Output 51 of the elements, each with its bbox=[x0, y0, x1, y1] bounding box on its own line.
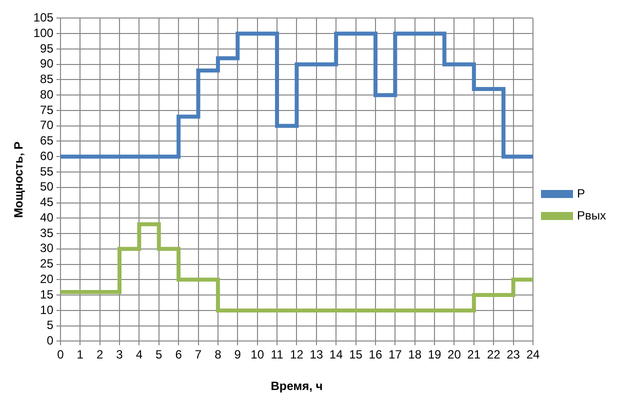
x-tick-label: 15 bbox=[349, 348, 363, 362]
x-tick-label: 12 bbox=[290, 348, 304, 362]
y-tick-label: 10 bbox=[40, 302, 54, 317]
y-tick-label: 90 bbox=[40, 56, 54, 71]
x-axis-title: Время, ч bbox=[270, 379, 323, 394]
x-tick-label: 20 bbox=[448, 348, 462, 362]
x-tick-label: 16 bbox=[368, 348, 382, 362]
x-tick-label: 19 bbox=[428, 348, 442, 362]
y-tick-label: 105 bbox=[33, 10, 54, 25]
x-tick-label: 11 bbox=[270, 348, 284, 362]
x-tick-label: 10 bbox=[250, 348, 264, 362]
y-tick-label: 15 bbox=[40, 287, 54, 302]
y-tick-label: 75 bbox=[40, 102, 54, 117]
y-tick-label: 95 bbox=[40, 41, 54, 56]
x-tick-label: 2 bbox=[96, 348, 104, 362]
y-tick-label: 5 bbox=[46, 318, 54, 332]
x-tick-label: 21 bbox=[467, 348, 481, 362]
y-axis-title: Мощность, P bbox=[12, 141, 26, 218]
y-tick-label: 20 bbox=[40, 272, 54, 286]
x-tick-label: 22 bbox=[486, 348, 501, 362]
x-tick-label: 1 bbox=[76, 348, 84, 362]
y-tick-label: 65 bbox=[40, 134, 54, 148]
x-tick-label: 0 bbox=[57, 348, 64, 362]
y-tick-label: 30 bbox=[40, 241, 54, 256]
x-tick-label: 13 bbox=[310, 348, 324, 362]
y-tick-label: 35 bbox=[40, 226, 54, 240]
legend-label: P bbox=[576, 186, 586, 200]
y-tick-label: 85 bbox=[40, 72, 54, 86]
x-tick-label: 6 bbox=[175, 348, 182, 362]
x-tick-label: 9 bbox=[234, 348, 242, 362]
y-tick-label: 60 bbox=[40, 148, 54, 163]
x-tick-label: 5 bbox=[156, 348, 163, 362]
x-tick-label: 3 bbox=[116, 348, 124, 362]
y-tick-label: 70 bbox=[40, 118, 54, 132]
y-tick-label: 0 bbox=[46, 334, 54, 348]
y-tick-label: 25 bbox=[40, 256, 54, 271]
y-tick-label: 45 bbox=[40, 195, 54, 210]
x-tick-label: 8 bbox=[214, 348, 222, 362]
x-tick-label: 7 bbox=[194, 348, 202, 362]
y-tick-label: 40 bbox=[40, 210, 54, 224]
legend-label: Pвых bbox=[576, 208, 606, 222]
x-tick-label: 14 bbox=[329, 348, 344, 362]
y-tick-label: 55 bbox=[40, 164, 54, 178]
x-tick-label: 18 bbox=[408, 348, 422, 362]
y-tick-label: 100 bbox=[33, 26, 54, 40]
y-tick-label: 50 bbox=[40, 180, 54, 194]
y-tick-label: 80 bbox=[40, 87, 54, 102]
x-tick-label: 24 bbox=[526, 348, 540, 362]
x-tick-label: 17 bbox=[388, 348, 402, 362]
x-tick-label: 23 bbox=[506, 348, 520, 362]
x-tick-label: 4 bbox=[136, 348, 143, 362]
